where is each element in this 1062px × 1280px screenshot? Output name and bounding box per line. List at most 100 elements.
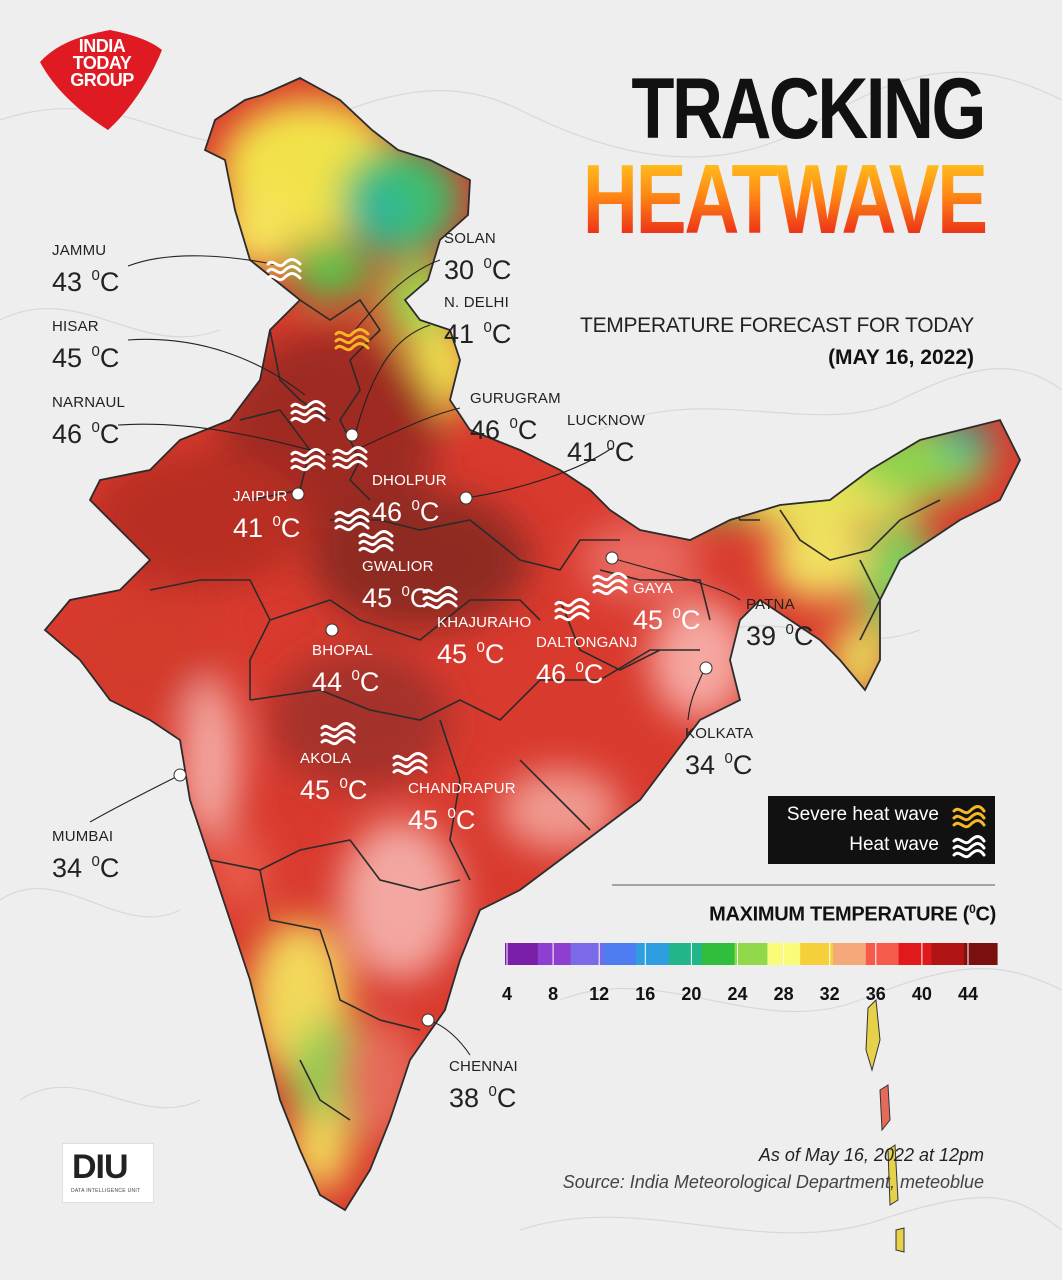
scale-tick-label: 20 — [681, 984, 702, 1004]
city-temp-gwalior: 45 0C — [362, 583, 430, 613]
city-temp-n-delhi: 41 0C — [444, 319, 512, 349]
city-name-chandrapur: CHANDRAPUR — [408, 780, 516, 797]
severe-heat-wave-symbol — [334, 328, 370, 352]
city-name-lucknow: LUCKNOW — [567, 412, 646, 429]
scale-segment — [701, 943, 736, 965]
legend-heat-label: Heat wave — [849, 834, 939, 855]
city-name-jaipur: JAIPUR — [233, 488, 288, 505]
source-note: Source: India Meteorological Department,… — [562, 1172, 984, 1192]
scale-tick-label: 36 — [865, 984, 886, 1004]
city-name-kolkata: KOLKATA — [685, 725, 754, 742]
city-name-jammu: JAMMU — [52, 242, 107, 259]
andaman-islands — [865, 998, 905, 1253]
scale-segment — [800, 943, 834, 965]
city-markers — [173, 428, 713, 1027]
heat-wave-symbol — [392, 752, 428, 776]
city-temp-daltonganj: 46 0C — [536, 659, 604, 689]
city-temp-patna: 39 0C — [746, 621, 814, 651]
scale-tick-label: 4 — [501, 984, 513, 1004]
india-outline — [43, 76, 1022, 1212]
heat-wave-symbol — [290, 400, 326, 424]
city-temp-solan: 30 0C — [444, 255, 512, 285]
scale-tick-label: 16 — [635, 984, 656, 1004]
scale-title-unit: C) — [975, 903, 996, 926]
india-today-logo-text: INDIA TODAY GROUP — [52, 36, 152, 90]
city-name-hisar: HISAR — [52, 318, 99, 335]
city-temp-narnaul: 46 0C — [52, 419, 120, 449]
city-temp-jammu: 43 0C — [52, 267, 120, 297]
scale-segment — [898, 943, 932, 965]
city-temp-bhopal: 44 0C — [312, 667, 380, 697]
heat-wave-icon — [952, 835, 986, 859]
city-temp-gurugram: 46 0C — [470, 415, 538, 445]
scale-segment — [505, 943, 539, 965]
diu-logo-text: DIU — [72, 1148, 129, 1186]
logo-line-group: GROUP — [70, 70, 134, 90]
as-of-note: As of May 16, 2022 at 12pm — [758, 1145, 984, 1165]
city-name-dholpur: DHOLPUR — [372, 472, 447, 489]
scale-tick-label: 44 — [957, 984, 979, 1004]
scale-segment — [570, 943, 604, 965]
scale-segment — [833, 943, 867, 965]
city-name-daltonganj: DALTONGANJ — [536, 634, 638, 651]
scale-segment — [767, 943, 801, 965]
scale-title-text: MAXIMUM TEMPERATURE ( — [709, 903, 970, 926]
city-name-narnaul: NARNAUL — [52, 394, 126, 411]
heat-wave-symbol — [290, 448, 326, 472]
scale-tick-label: 28 — [773, 984, 794, 1004]
scale-tick-label: 24 — [727, 984, 748, 1004]
city-name-akola: AKOLA — [300, 750, 352, 767]
heat-wave-symbol — [422, 586, 458, 610]
diu-logo-subtext: DATA INTELLIGENCE UNIT — [71, 1188, 141, 1194]
scale-tick-label: 32 — [819, 984, 840, 1004]
city-temp-kolkata: 34 0C — [685, 750, 753, 780]
legend-severe-label: Severe heat wave — [786, 804, 939, 825]
city-name-solan: SOLAN — [444, 230, 496, 247]
subtitle: TEMPERATURE FORECAST FOR TODAY — [580, 314, 974, 337]
title-line-2: HEATWAVE — [582, 144, 988, 254]
scale-segment — [603, 943, 637, 965]
city-temp-dholpur: 46 0C — [372, 497, 440, 527]
scale-tick-label: 12 — [589, 984, 610, 1004]
heat-wave-symbol — [592, 572, 628, 596]
heat-wave-symbol — [320, 722, 356, 746]
city-temp-akola: 45 0C — [300, 775, 368, 805]
scale-title: MAXIMUM TEMPERATURE (0C) — [709, 902, 996, 927]
scale-segment — [636, 943, 670, 965]
scale-segment — [964, 943, 998, 965]
city-temp-lucknow: 41 0C — [567, 437, 635, 467]
heat-wave-legend: Severe heat wave Heat wave — [768, 796, 995, 864]
city-temp-jaipur: 41 0C — [233, 513, 301, 543]
severe-heat-wave-icon — [952, 805, 986, 829]
city-temp-khajuraho: 45 0C — [437, 639, 505, 669]
heat-wave-symbol — [554, 598, 590, 622]
title-line-1: TRACKING — [631, 61, 987, 157]
city-name-khajuraho: KHAJURAHO — [437, 614, 532, 631]
city-name-gurugram: GURUGRAM — [470, 390, 561, 407]
city-name-bhopal: BHOPAL — [312, 642, 373, 659]
heat-wave-symbol — [332, 446, 368, 470]
city-name-patna: PATNA — [746, 596, 795, 613]
scale-title-degree: 0 — [969, 902, 976, 916]
logo-line-today: TODAY — [72, 53, 132, 73]
city-temp-mumbai: 34 0C — [52, 853, 120, 883]
city-name-gaya: GAYA — [633, 580, 674, 597]
scale-segment — [669, 943, 703, 965]
logo-line-india: INDIA — [78, 36, 126, 56]
city-name-mumbai: MUMBAI — [52, 828, 114, 845]
city-temp-chandrapur: 45 0C — [408, 805, 476, 835]
heat-wave-symbol — [266, 258, 302, 282]
diu-logo: DIU DATA INTELLIGENCE UNIT — [62, 1143, 154, 1203]
scale-segment — [865, 943, 900, 965]
scale-tick-label: 40 — [911, 984, 932, 1004]
scale-tick-label: 8 — [548, 984, 559, 1004]
scale-segment — [537, 943, 572, 965]
forecast-date: (MAY 16, 2022) — [828, 346, 974, 369]
city-name-chennai: CHENNAI — [449, 1058, 518, 1075]
color-scale — [505, 943, 998, 965]
heat-wave-symbol — [358, 530, 394, 554]
state-borders — [149, 298, 941, 1121]
leader-lines — [89, 255, 741, 1056]
